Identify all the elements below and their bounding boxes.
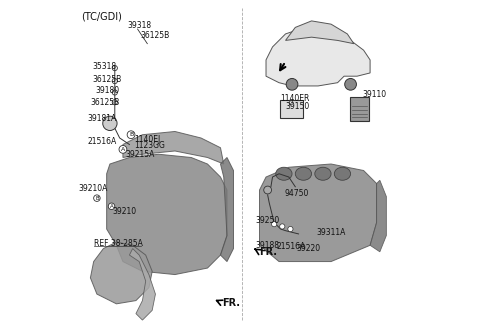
Text: 1140ER: 1140ER	[281, 94, 310, 103]
Text: FR.: FR.	[222, 298, 240, 308]
Text: 39110: 39110	[362, 90, 386, 99]
Text: 1140EJ: 1140EJ	[134, 135, 160, 144]
Circle shape	[288, 226, 293, 232]
Text: 39210A: 39210A	[78, 184, 108, 193]
Text: 39188: 39188	[256, 241, 280, 251]
Text: A: A	[109, 204, 113, 209]
Text: 39215A: 39215A	[126, 150, 155, 159]
Text: 39250: 39250	[256, 216, 280, 225]
Circle shape	[103, 116, 117, 131]
Circle shape	[127, 131, 135, 139]
Polygon shape	[286, 21, 354, 44]
Text: B: B	[129, 132, 133, 137]
Circle shape	[272, 222, 277, 227]
Text: 39180: 39180	[95, 86, 120, 95]
Circle shape	[264, 186, 272, 194]
Circle shape	[280, 224, 285, 229]
Text: (TC/GDI): (TC/GDI)	[81, 11, 121, 21]
FancyBboxPatch shape	[280, 100, 303, 118]
Text: FR.: FR.	[259, 247, 277, 257]
Polygon shape	[266, 28, 370, 86]
Polygon shape	[370, 180, 386, 252]
Text: 21516A: 21516A	[276, 242, 306, 252]
Text: 39210: 39210	[112, 207, 137, 215]
Circle shape	[112, 100, 118, 105]
Text: REF 38-285A: REF 38-285A	[94, 239, 143, 248]
Ellipse shape	[334, 167, 350, 180]
Text: 36125B: 36125B	[90, 98, 120, 107]
Circle shape	[94, 195, 100, 201]
Text: 36125B: 36125B	[141, 31, 170, 40]
Circle shape	[289, 101, 293, 105]
Ellipse shape	[315, 167, 331, 180]
Text: 35318: 35318	[92, 62, 116, 71]
Polygon shape	[107, 154, 227, 275]
Circle shape	[112, 78, 118, 84]
Text: A: A	[121, 147, 125, 152]
Text: 1123GG: 1123GG	[134, 141, 165, 150]
Text: 39181A: 39181A	[87, 114, 116, 123]
Polygon shape	[220, 157, 233, 261]
Polygon shape	[123, 132, 224, 164]
Circle shape	[119, 145, 127, 153]
Text: 39150: 39150	[286, 102, 310, 111]
Text: 21516A: 21516A	[87, 137, 116, 146]
Circle shape	[286, 78, 298, 90]
Text: 94750: 94750	[285, 189, 309, 198]
FancyBboxPatch shape	[350, 97, 369, 121]
Text: 39220: 39220	[296, 244, 320, 253]
Text: 39311A: 39311A	[316, 228, 346, 237]
Circle shape	[108, 203, 115, 210]
Polygon shape	[260, 164, 377, 261]
Ellipse shape	[295, 167, 312, 180]
Text: 36125B: 36125B	[92, 75, 121, 84]
Circle shape	[345, 78, 357, 90]
Polygon shape	[130, 249, 156, 320]
Ellipse shape	[276, 167, 292, 180]
Text: B: B	[95, 195, 99, 201]
Circle shape	[112, 66, 118, 71]
Polygon shape	[90, 242, 152, 304]
Circle shape	[112, 90, 118, 95]
Text: 39318: 39318	[128, 21, 152, 30]
